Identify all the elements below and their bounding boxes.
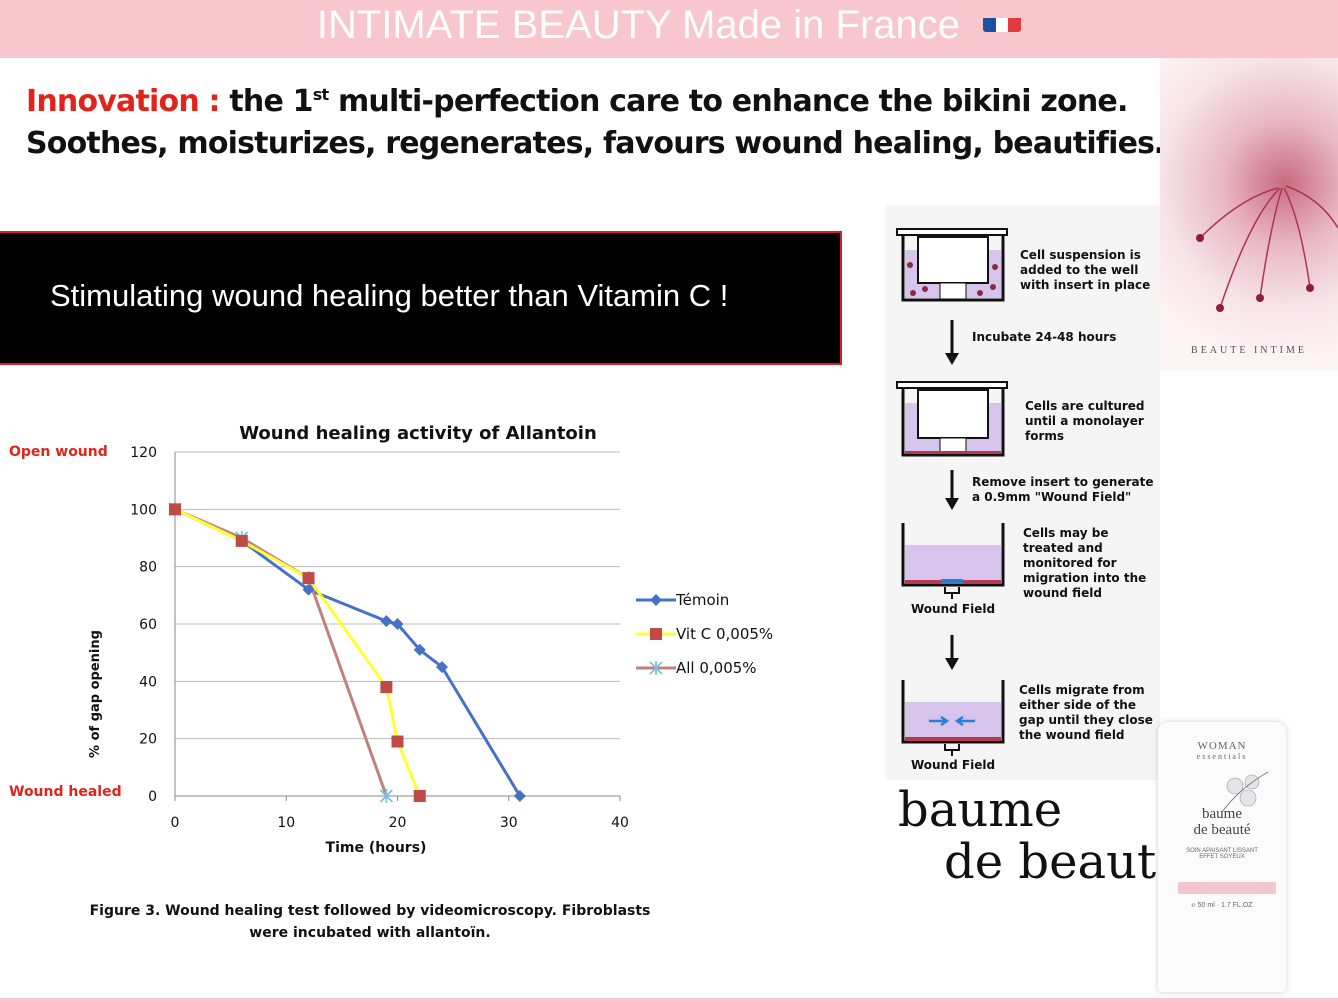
- data-point-s1: [302, 572, 315, 585]
- data-point-s1: [413, 790, 426, 802]
- product-name-line-2: de beauté: [944, 834, 1185, 890]
- callout-text: Stimulating wound healing better than Vi…: [50, 278, 729, 313]
- series-line-1: [174, 507, 422, 797]
- chart-title: Wound healing activity of Allantoin: [239, 423, 597, 444]
- caption-line-1: Figure 3. Wound healing test followed by…: [89, 903, 651, 919]
- legend-marker-2: [649, 661, 663, 675]
- series-line-2: [174, 507, 388, 797]
- y-tick-label: 60: [139, 617, 157, 633]
- step-2-text: Cells are cultured until a monolayer for…: [1025, 399, 1145, 443]
- data-point-s2: [379, 789, 394, 803]
- step-3-text: Cells may be treated and monitored for m…: [1023, 526, 1147, 600]
- data-point-s1: [235, 534, 248, 547]
- data-point-s0: [391, 618, 404, 630]
- data-point-s0: [380, 615, 393, 628]
- figure-caption: Figure 3. Wound healing test followed by…: [60, 900, 680, 944]
- arrow-2-text: Remove insert to generate a 0.9mm "Wound…: [972, 475, 1154, 504]
- headline-line-1-b: multi-perfection care to enhance the bik…: [328, 84, 1128, 119]
- data-point-s0: [302, 583, 315, 596]
- legend-marker-0: [650, 594, 662, 606]
- flower-stamens-icon: [1196, 185, 1338, 312]
- tube-stripe: [1178, 882, 1276, 894]
- y-tick-label: 0: [148, 789, 157, 805]
- x-axis-label: Time (hours): [326, 840, 427, 856]
- step-4-text: Cells migrate from either side of the ga…: [1019, 683, 1153, 742]
- product-tube-image: WOMAN essentials baume de beauté SOIN AP…: [1158, 722, 1286, 992]
- step-1-text: Cell suspension is added to the well wit…: [1020, 248, 1151, 292]
- series-line-0: [174, 507, 522, 797]
- data-point-s0: [413, 643, 426, 656]
- data-point-s0: [436, 661, 448, 673]
- top-banner: [0, 0, 1338, 58]
- product-name-line-1: baume: [898, 782, 1063, 838]
- tube-sub: essentials: [1196, 752, 1248, 761]
- data-point-s1: [169, 503, 181, 516]
- banner-title-wrap: INTIMATE BEAUTY Made in France: [0, 0, 1338, 52]
- annotation-open-wound: Open wound: [9, 444, 108, 460]
- y-tick-label: 20: [139, 732, 157, 748]
- bottom-rule: [0, 998, 1338, 1002]
- x-tick-label: 20: [389, 815, 407, 831]
- headline-line-2: Soothes, moisturizes, regenerates, favou…: [26, 126, 1184, 161]
- wound-field-label-2: Wound Field: [911, 758, 996, 772]
- callout-box: [0, 231, 842, 365]
- y-tick-label: 120: [130, 445, 157, 461]
- france-flag-icon: [983, 6, 1022, 32]
- banner-title: INTIMATE BEAUTY Made in France: [316, 3, 961, 47]
- tube-desc: SOIN APAISANT LISSANT EFFET SOYEUX: [1186, 848, 1258, 860]
- tube-name-2: de beauté: [1193, 822, 1251, 838]
- legend-label-2: All 0,005%: [676, 659, 757, 677]
- y-tick-label: 40: [139, 674, 157, 690]
- y-tick-label: 80: [139, 560, 157, 576]
- arrow-1-text: Incubate 24-48 hours: [972, 330, 1117, 344]
- y-tick-label: 100: [130, 502, 157, 518]
- legend-marker-1: [650, 628, 662, 640]
- x-tick-label: 10: [277, 815, 295, 831]
- headline-superscript: st: [312, 85, 329, 104]
- data-point-s1: [391, 735, 404, 748]
- wound-field-label-1: Wound Field: [911, 602, 996, 616]
- data-point-s1: [380, 681, 393, 694]
- tube-brand: WOMAN: [1197, 740, 1247, 752]
- wound-healing-chart: Wound healing activity of Allantoin Open…: [9, 423, 676, 856]
- x-tick-label: 0: [171, 815, 180, 831]
- wound-assay-illustration: [896, 228, 1008, 756]
- caption-line-2: were incubated with allantoïn.: [249, 925, 491, 941]
- tube-size: ℮ 50 ml · 1.7 FL.OZ: [1191, 902, 1253, 909]
- innovation-label: Innovation :: [26, 84, 221, 119]
- headline-line-1: Innovation : the 1st multi-perfection ca…: [26, 84, 1128, 119]
- x-tick-label: 30: [500, 815, 518, 831]
- data-point-s0: [513, 790, 526, 802]
- y-axis-label: % of gap opening: [88, 630, 103, 758]
- flower-label: BEAUTE INTIME: [1191, 345, 1307, 356]
- orchid-icon: [1221, 771, 1269, 813]
- annotation-wound-healed: Wound healed: [9, 784, 122, 800]
- legend-label-1: Vit C 0,005%: [676, 625, 774, 643]
- headline-line-1-a: the 1: [219, 84, 313, 119]
- legend-label-0: Témoin: [676, 591, 730, 609]
- flower-image: [1160, 58, 1338, 370]
- tube-name-1: baume: [1202, 806, 1242, 822]
- x-tick-label: 40: [611, 815, 629, 831]
